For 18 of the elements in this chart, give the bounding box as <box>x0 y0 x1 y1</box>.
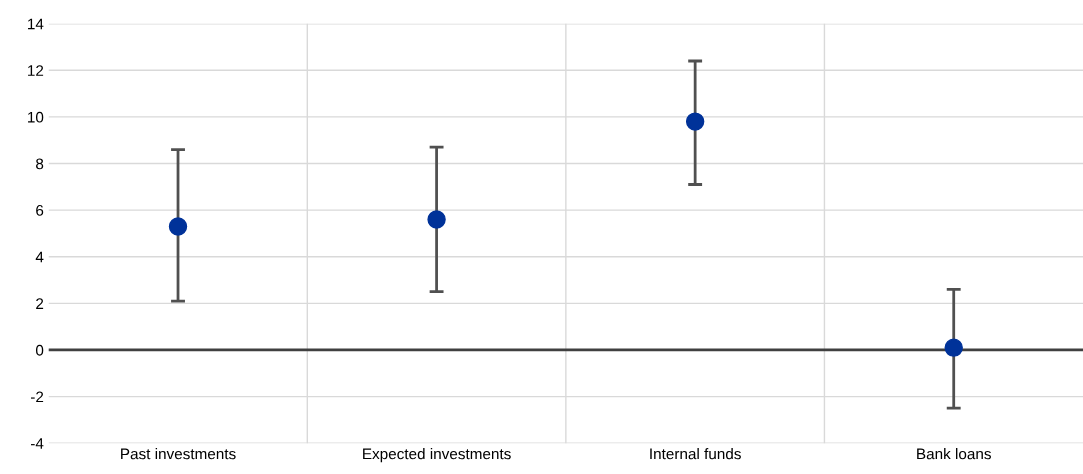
x-tick-label: Internal funds <box>650 448 741 460</box>
x-tick-label: Bank loans <box>917 448 991 460</box>
point <box>944 338 963 357</box>
point <box>685 112 705 131</box>
y-tick-label: 0 <box>35 344 44 356</box>
y-tick-label: 6 <box>36 205 44 216</box>
point <box>168 217 188 236</box>
y-tick-label: -2 <box>30 391 44 403</box>
y-tick-label: -4 <box>30 438 44 449</box>
x-tick-label: Past investments <box>121 448 236 460</box>
y-tick-label: 2 <box>36 298 44 309</box>
y-tick-label: 8 <box>36 158 44 170</box>
y-tick-label: 4 <box>35 251 44 263</box>
y-tick-label: 12 <box>28 65 44 76</box>
x-tick-label: Expected investments <box>363 448 511 463</box>
y-tick-label: 10 <box>28 111 44 123</box>
point <box>427 210 446 229</box>
y-tick-label: 14 <box>28 18 44 30</box>
